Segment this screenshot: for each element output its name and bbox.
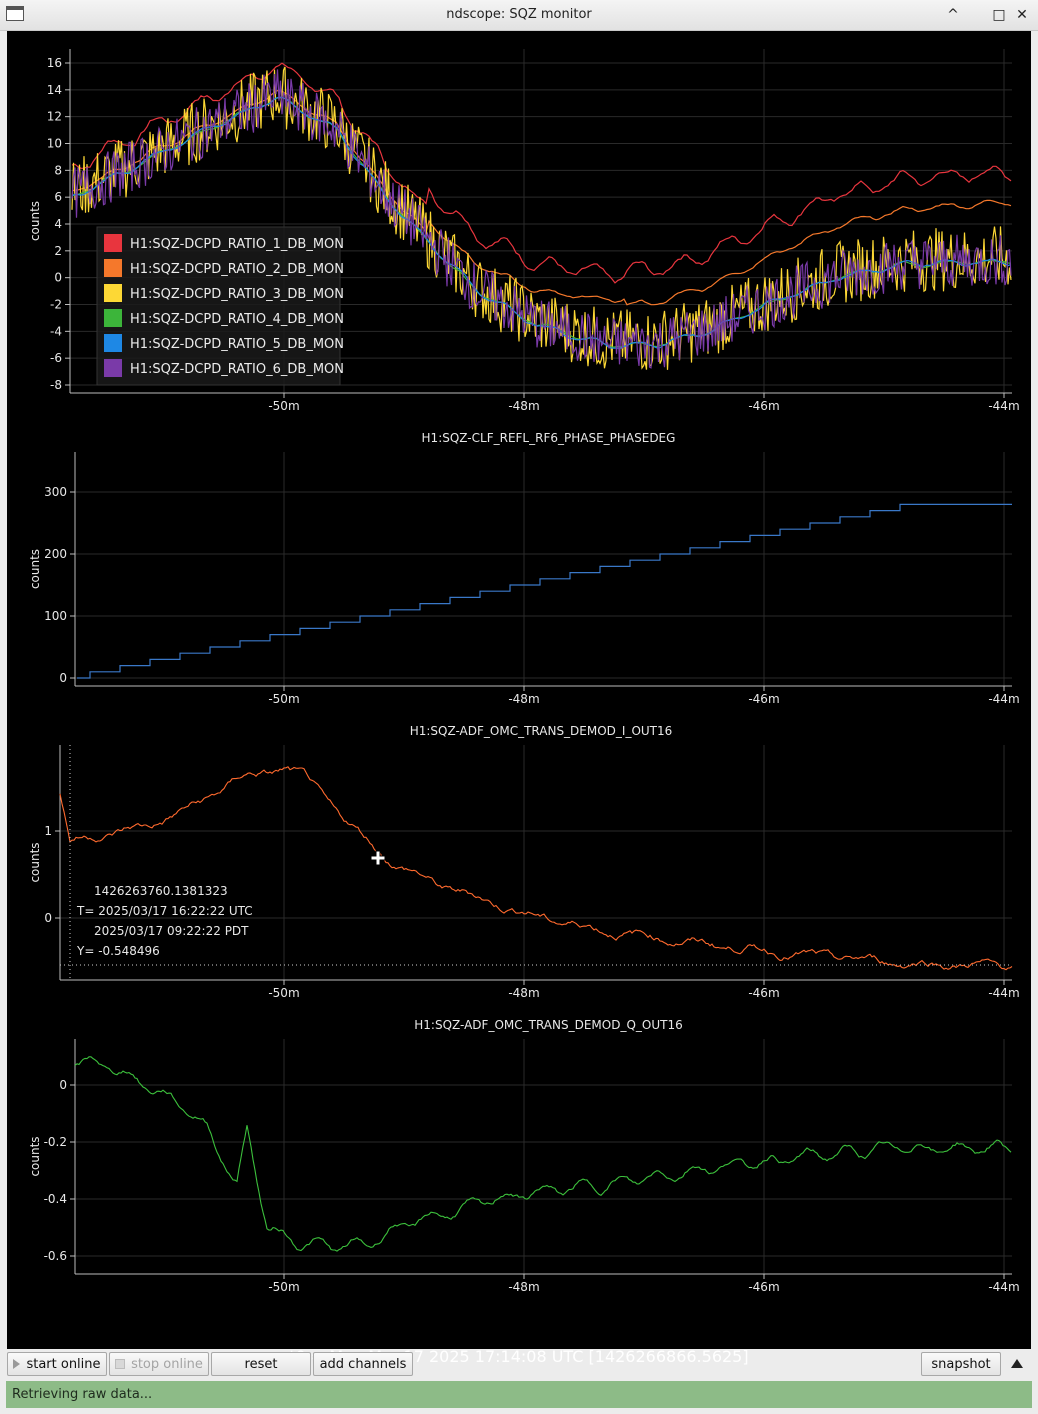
x-tick-label: -50m: [268, 986, 299, 1000]
plot-area: 16 14 12 10 8 6 4 2 0 -2 -4 -6 -8 -50m -48m -46m -44m cou…: [7, 31, 1031, 1366]
window-titlebar: ndscope: SQZ monitor ^ □ ✕: [0, 0, 1038, 31]
close-icon[interactable]: ✕: [1016, 7, 1028, 23]
y-tick-label: -0.6: [44, 1249, 67, 1263]
legend-label: H1:SQZ-DCPD_RATIO_1_DB_MON: [130, 237, 344, 252]
y-tick-label: 0: [44, 911, 52, 925]
y-tick-label: -4: [50, 324, 62, 338]
status-bar: Retrieving raw data...: [6, 1381, 1032, 1408]
x-tick-label: -50m: [268, 1280, 299, 1294]
series-line-2: [71, 89, 1012, 306]
minimize-icon[interactable]: ^: [947, 7, 959, 23]
y-tick-label: 6: [54, 190, 62, 204]
y-tick-label: -0.2: [44, 1135, 67, 1149]
stop-online-button[interactable]: stop online: [109, 1352, 209, 1376]
cursor-gps-label: 1426263760.1381323: [94, 884, 228, 898]
y-tick-label: 16: [47, 56, 62, 70]
y-tick-label: -6: [50, 351, 62, 365]
x-tick-label: -46m: [748, 986, 779, 1000]
stop-online-label: stop online: [131, 1356, 203, 1372]
x-tick-label: -50m: [268, 692, 299, 706]
x-tick-label: -48m: [508, 692, 539, 706]
start-online-label: start online: [26, 1356, 101, 1372]
legend-box: [96, 226, 341, 386]
x-tick-label: -46m: [748, 399, 779, 413]
x-tick-label: -44m: [988, 1280, 1019, 1294]
legend-label: H1:SQZ-DCPD_RATIO_3_DB_MON: [130, 287, 344, 302]
y-tick-label: -0.4: [44, 1192, 67, 1206]
y-tick-label: 0: [54, 271, 62, 285]
y-tick-label: -8: [50, 378, 62, 392]
y-tick-label: -2: [50, 298, 62, 312]
y-tick-label: 4: [54, 217, 62, 231]
x-tick-label: -48m: [508, 399, 539, 413]
window-title: ndscope: SQZ monitor: [446, 7, 592, 22]
cursor-pdt-label: 2025/03/17 09:22:22 PDT: [94, 924, 249, 938]
crosshair-shape: [370, 850, 386, 866]
y-axis-label: counts: [28, 842, 42, 882]
phase-staircase-line: [77, 503, 1012, 679]
demod-i-line: [59, 766, 1013, 971]
x-tick-label: -46m: [748, 692, 779, 706]
legend-label: H1:SQZ-DCPD_RATIO_5_DB_MON: [130, 337, 344, 352]
y-tick-label: 10: [47, 137, 62, 151]
legend-swatch: [104, 309, 122, 327]
y-tick-label: 300: [44, 485, 67, 499]
stop-icon: [115, 1359, 126, 1369]
series-line-6: [71, 69, 1012, 369]
plot-title: H1:SQZ-ADF_OMC_TRANS_DEMOD_Q_OUT16: [414, 1018, 683, 1032]
legend-swatch: [104, 359, 122, 377]
maximize-icon[interactable]: □: [992, 7, 1006, 23]
app-window-icon: [6, 6, 24, 21]
demod-q-line: [74, 1056, 1012, 1252]
plot-title: H1:SQZ-ADF_OMC_TRANS_DEMOD_I_OUT16: [410, 724, 673, 738]
x-tick-label: -44m: [988, 692, 1019, 706]
series-line-1: [71, 62, 1012, 284]
y-tick-label: 8: [54, 163, 62, 177]
x-tick-label: -48m: [508, 1280, 539, 1294]
y-tick-label: 200: [44, 547, 67, 561]
snapshot-button[interactable]: snapshot: [921, 1352, 1001, 1376]
legend-swatch: [104, 234, 122, 252]
legend-swatch: [104, 334, 122, 352]
y-axis-label: counts: [28, 1136, 42, 1176]
play-icon: [13, 1359, 21, 1369]
legend-label: H1:SQZ-DCPD_RATIO_2_DB_MON: [130, 262, 344, 277]
x-tick-label: -46m: [748, 1280, 779, 1294]
x-tick-label: -44m: [988, 399, 1019, 413]
legend-label: H1:SQZ-DCPD_RATIO_6_DB_MON: [130, 362, 344, 377]
y-tick-label: 0: [59, 671, 67, 685]
legend-label: H1:SQZ-DCPD_RATIO_4_DB_MON: [130, 312, 344, 327]
toolbar: start online stop online reset add chann…: [0, 1350, 1038, 1379]
y-tick-label: 14: [47, 83, 62, 97]
y-axis-label: counts: [28, 201, 42, 241]
crosshair-cursor-icon: [370, 850, 386, 866]
x-tick-label: -50m: [268, 399, 299, 413]
cursor-y-label: Y= -0.548496: [76, 944, 160, 958]
y-axis-label: counts: [28, 549, 42, 589]
legend-swatch: [104, 284, 122, 302]
x-tick-label: -48m: [508, 986, 539, 1000]
cursor-utc-label: T= 2025/03/17 16:22:22 UTC: [76, 904, 253, 918]
y-tick-label: 2: [54, 244, 62, 258]
plot-title: H1:SQZ-CLF_REFL_RF6_PHASE_PHASEDEG: [422, 431, 676, 445]
expand-up-icon[interactable]: [1011, 1359, 1023, 1368]
add-channels-button[interactable]: add channels: [313, 1352, 413, 1376]
series-line-3: [71, 66, 1012, 370]
y-tick-label: 1: [44, 824, 52, 838]
y-tick-label: 12: [47, 110, 62, 124]
x-tick-label: -44m: [988, 986, 1019, 1000]
legend-swatch: [104, 259, 122, 277]
reset-button[interactable]: reset: [211, 1352, 311, 1376]
start-online-button[interactable]: start online: [7, 1352, 107, 1376]
y-tick-label: 0: [59, 1078, 67, 1092]
y-tick-label: 100: [44, 609, 67, 623]
